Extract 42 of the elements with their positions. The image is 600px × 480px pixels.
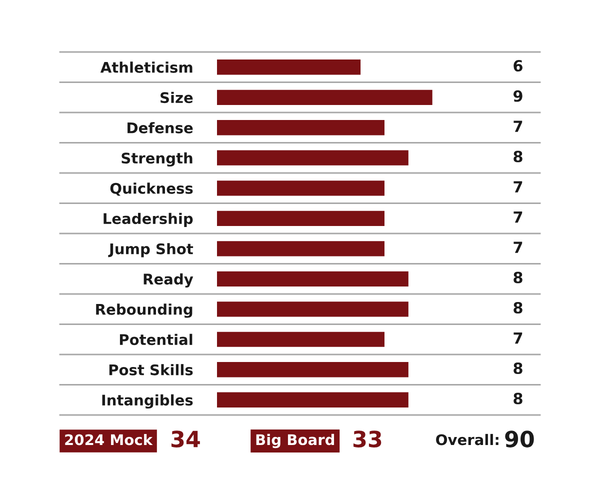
bar — [217, 60, 361, 75]
y-tick-label: Strength — [122, 152, 192, 167]
data-label: 8 — [514, 272, 522, 284]
y-tick-label: Jump Shot — [108, 243, 194, 258]
data-label: 8 — [514, 150, 522, 162]
y-tick-label: Athleticism — [100, 62, 192, 73]
bar — [217, 90, 432, 105]
text: 90 — [505, 430, 534, 448]
data-label: 8 — [514, 302, 522, 314]
y-tick-label: Post Skills — [109, 364, 193, 376]
data-label: 8 — [514, 392, 522, 404]
bar — [217, 271, 408, 286]
text: 34 — [171, 430, 200, 448]
y-tick-label: Size — [160, 92, 193, 104]
y-tick-label: Intangibles — [102, 394, 193, 409]
bar — [217, 362, 408, 378]
data-label: 7 — [514, 242, 522, 253]
data-label: 7 — [514, 120, 522, 132]
y-tick-label: Potential — [120, 334, 192, 346]
bar — [217, 210, 384, 226]
data-label: 7 — [514, 332, 522, 344]
y-tick-label: Defense — [128, 122, 193, 134]
bar — [217, 392, 408, 408]
data-label: 7 — [514, 211, 522, 223]
bar — [217, 241, 384, 256]
text: 2024 Mock — [65, 434, 153, 446]
data-label: 8 — [514, 362, 522, 374]
y-tick-label: Ready — [144, 273, 194, 288]
y-tick-label: Quickness — [110, 182, 193, 196]
data-label: 6 — [514, 60, 522, 72]
data-label: 9 — [513, 90, 522, 102]
y-tick-label: Rebounding — [96, 304, 192, 318]
text: 33 — [353, 430, 382, 448]
bar — [217, 302, 408, 317]
y-tick-label: Leadership — [104, 212, 193, 227]
bar — [217, 150, 408, 166]
bar — [217, 120, 384, 136]
text: Overall: — [436, 434, 498, 446]
text: Big Board — [256, 434, 334, 448]
bar — [217, 332, 384, 347]
data-label: 7 — [514, 181, 522, 192]
bar — [217, 180, 384, 196]
